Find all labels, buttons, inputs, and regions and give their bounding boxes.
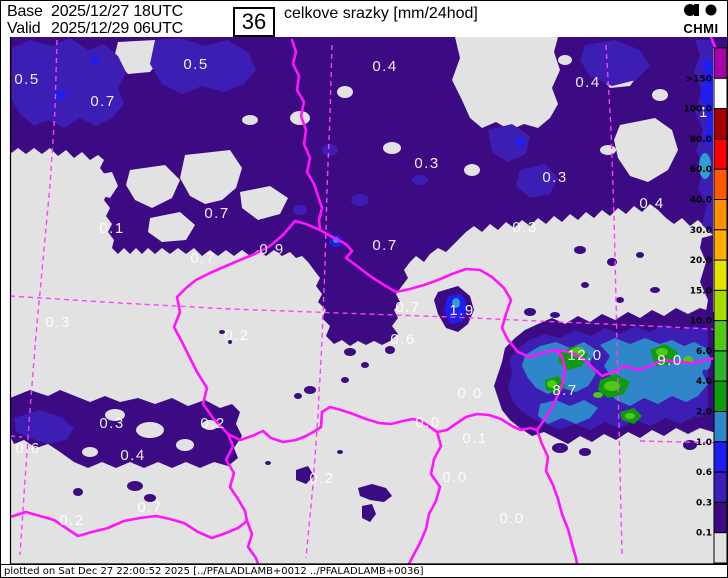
valid-value: 2025/12/29 06UTC bbox=[51, 20, 184, 37]
map-value-label: 0.4 bbox=[639, 195, 664, 212]
map-value-label: 0.7 bbox=[90, 93, 115, 110]
color-scale: >150 100.0 80.0 60.0 40.0 30.0 20.0 15.0 10.0 6.0… bbox=[684, 47, 728, 564]
map-value-label: 1 bbox=[699, 104, 709, 121]
scale-tick-label: 10.0 bbox=[690, 317, 712, 327]
scale-segment bbox=[713, 471, 728, 503]
footer-plot-info: plotted on Sat Dec 27 22:00:52 2025 [../… bbox=[4, 566, 424, 577]
blob-east-bohemia bbox=[434, 286, 474, 332]
map-value-labels: 0.5 0.5 0.7 0.4 0.4 1 0.3 0.3 0.4 0.3 0.7 0.1 0.9 0.7… bbox=[14, 56, 709, 529]
map-value-label: 0.0 bbox=[499, 510, 524, 527]
map-value-label: 0.1 bbox=[99, 220, 124, 237]
valid-label: Valid bbox=[7, 20, 41, 37]
scatter-dots-east bbox=[550, 235, 713, 330]
scale-tick-label: 15.0 bbox=[690, 286, 712, 296]
map-value-label: 0.5 bbox=[183, 56, 208, 73]
scale-tick-label: 20.0 bbox=[690, 256, 712, 266]
chmi-logo: CHMI bbox=[681, 3, 721, 36]
scale-segment bbox=[713, 168, 728, 200]
scale-segment bbox=[713, 380, 728, 413]
map-layers: 0.5 0.5 0.7 0.4 0.4 1 0.3 0.3 0.4 0.3 0.7 0.1 0.9 0.7… bbox=[10, 37, 727, 564]
scale-tick-label: 60.0 bbox=[690, 165, 712, 175]
forecast-step-box: 36 bbox=[233, 7, 275, 37]
map-value-label: 1.9 bbox=[449, 302, 474, 319]
scale-segment bbox=[713, 289, 728, 322]
scale-tick-label: 80.0 bbox=[690, 135, 712, 145]
valid-time-row: Valid 2025/12/29 06UTC bbox=[7, 20, 183, 37]
scale-segment bbox=[713, 259, 728, 291]
map-value-label: 0.2 bbox=[309, 470, 334, 487]
base-label: Base bbox=[7, 3, 43, 20]
chmi-logo-text: CHMI bbox=[683, 21, 719, 36]
map-value-label: 0.9 bbox=[259, 241, 284, 258]
scatter-dots-center bbox=[219, 330, 395, 383]
color-scale-labels: >150 100.0 80.0 60.0 40.0 30.0 20.0 15.0 10.0 6.0… bbox=[684, 74, 712, 538]
scale-tick-label: 100.0 bbox=[684, 105, 712, 115]
map-value-label: 12.0 bbox=[567, 347, 602, 364]
map-value-label: 0.1 bbox=[462, 430, 487, 447]
scale-segment bbox=[713, 199, 728, 231]
map-value-label: 0.0 bbox=[457, 385, 482, 402]
map-value-label: 8.7 bbox=[552, 382, 577, 399]
scale-tick-label: 0.1 bbox=[696, 529, 712, 539]
product-title: celkove srazky [mm/24hod] bbox=[284, 5, 478, 22]
scale-tick-label: 40.0 bbox=[690, 196, 712, 206]
map-value-label: 0.2 bbox=[59, 512, 84, 529]
map-value-label: 0.4 bbox=[575, 74, 600, 91]
map-value-label: 0.0 bbox=[415, 414, 440, 431]
map-value-label: 0.2 bbox=[224, 327, 249, 344]
scale-tick-label: 2.0 bbox=[696, 408, 712, 418]
scale-segment bbox=[713, 229, 728, 261]
precip-field-southwest bbox=[10, 390, 242, 502]
map-value-label: 0.3 bbox=[414, 155, 439, 172]
scale-segment bbox=[713, 411, 728, 443]
scale-segment bbox=[713, 77, 728, 110]
cyan-spot-right-edge bbox=[699, 153, 711, 179]
footer: plotted on Sat Dec 27 22:00:52 2025 [../… bbox=[0, 564, 728, 578]
scale-segment bbox=[713, 501, 728, 534]
base-time-row: Base 2025/12/27 18UTC bbox=[7, 3, 183, 20]
map-value-label: 0.4 bbox=[372, 58, 397, 75]
map-value-label: 9.0 bbox=[657, 352, 682, 369]
latlon-grid-lines bbox=[10, 39, 727, 559]
chmi-logo-mark-icon bbox=[684, 4, 717, 16]
map-value-label: 0.7 bbox=[372, 237, 397, 254]
scale-tick-label: 4.0 bbox=[696, 377, 712, 387]
scale-tick-label: 0.6 bbox=[696, 468, 712, 478]
map-value-label: 0.7 bbox=[204, 205, 229, 222]
scale-segment bbox=[713, 138, 728, 170]
map-value-label: 0.0 bbox=[442, 469, 467, 486]
precip-field-east-max bbox=[494, 308, 727, 456]
scale-segment bbox=[713, 350, 728, 382]
scale-tick-label: 6.0 bbox=[696, 347, 712, 357]
country-borders bbox=[10, 37, 727, 564]
map-value-label: 0.3 bbox=[45, 314, 70, 331]
map-value-label: 0.2 bbox=[200, 415, 225, 432]
map-value-label: 0.3 bbox=[99, 415, 124, 432]
scale-segment bbox=[713, 320, 728, 352]
color-scale-segments bbox=[713, 47, 728, 564]
map-value-label: 0.7 bbox=[190, 250, 215, 267]
map-value-label: 0.6 bbox=[15, 440, 40, 457]
scale-segment bbox=[713, 47, 728, 79]
scale-tick-label: 30.0 bbox=[690, 226, 712, 236]
map-value-label: 0.7 bbox=[395, 299, 420, 316]
map-value-label: 0.3 bbox=[542, 169, 567, 186]
scale-tick-label: 1.0 bbox=[696, 438, 712, 448]
map-value-label: 0.7 bbox=[137, 499, 162, 516]
scale-segment bbox=[713, 108, 728, 140]
scatter-dots-south bbox=[265, 386, 392, 522]
scale-tick-label: >150 bbox=[686, 74, 712, 84]
map-value-label: 0.5 bbox=[14, 71, 39, 88]
map-value-label: 0.6 bbox=[390, 331, 415, 348]
scale-tick-label: 0.3 bbox=[696, 498, 712, 508]
scale-segment bbox=[713, 532, 728, 564]
base-value: 2025/12/27 18UTC bbox=[51, 3, 184, 20]
scale-segment bbox=[713, 441, 728, 473]
map-value-label: 0.3 bbox=[512, 219, 537, 236]
header: Base 2025/12/27 18UTC Valid 2025/12/29 06U… bbox=[0, 0, 728, 37]
map-value-label: 0.4 bbox=[120, 447, 145, 464]
